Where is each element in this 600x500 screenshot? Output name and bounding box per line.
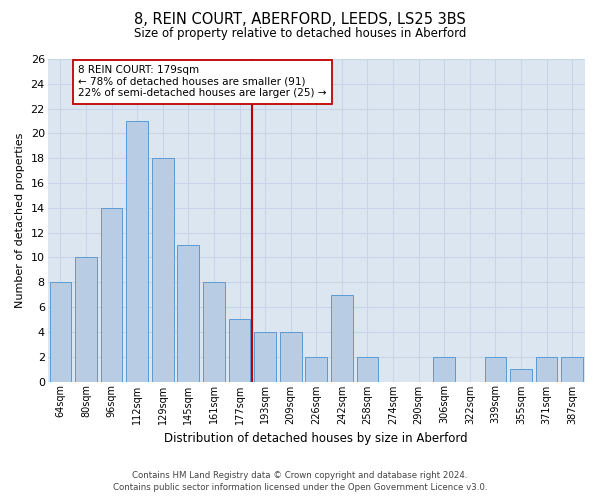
Bar	[510, 369, 532, 382]
Bar	[280, 332, 302, 382]
Bar	[356, 356, 379, 382]
Bar	[203, 282, 225, 382]
Bar	[126, 121, 148, 382]
Bar	[536, 356, 557, 382]
X-axis label: Distribution of detached houses by size in Aberford: Distribution of detached houses by size …	[164, 432, 468, 445]
Text: 8 REIN COURT: 179sqm
← 78% of detached houses are smaller (91)
22% of semi-detac: 8 REIN COURT: 179sqm ← 78% of detached h…	[78, 65, 327, 98]
Bar	[562, 356, 583, 382]
Bar	[75, 258, 97, 382]
Text: 8, REIN COURT, ABERFORD, LEEDS, LS25 3BS: 8, REIN COURT, ABERFORD, LEEDS, LS25 3BS	[134, 12, 466, 28]
Text: Contains HM Land Registry data © Crown copyright and database right 2024.
Contai: Contains HM Land Registry data © Crown c…	[113, 471, 487, 492]
Bar	[305, 356, 327, 382]
Bar	[178, 245, 199, 382]
Y-axis label: Number of detached properties: Number of detached properties	[15, 132, 25, 308]
Bar	[433, 356, 455, 382]
Bar	[152, 158, 173, 382]
Bar	[229, 320, 250, 382]
Bar	[331, 294, 353, 382]
Bar	[254, 332, 276, 382]
Bar	[50, 282, 71, 382]
Text: Size of property relative to detached houses in Aberford: Size of property relative to detached ho…	[134, 28, 466, 40]
Bar	[101, 208, 122, 382]
Bar	[485, 356, 506, 382]
